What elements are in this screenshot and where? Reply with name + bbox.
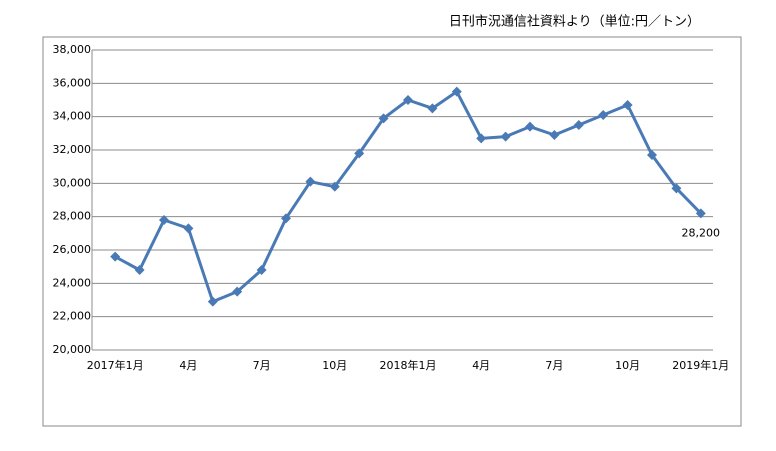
x-tick-label: 2017年1月 <box>87 358 144 372</box>
point-marker <box>256 265 267 275</box>
point-marker <box>451 86 462 97</box>
point-marker <box>329 181 340 192</box>
x-tick-label: 4月 <box>472 359 490 372</box>
y-tick-label: 22,000 <box>53 310 92 323</box>
y-tick-label: 24,000 <box>53 276 92 289</box>
y-tick-label: 28,000 <box>53 210 92 223</box>
point-marker <box>403 95 413 105</box>
x-tick-label: 4月 <box>179 359 197 372</box>
y-tick-label: 36,000 <box>53 76 92 89</box>
point-marker <box>549 130 560 140</box>
point-marker <box>500 131 511 142</box>
point-marker <box>598 110 609 120</box>
point-marker <box>159 215 169 225</box>
point-marker <box>622 100 633 110</box>
point-marker <box>110 251 121 262</box>
point-marker <box>647 150 657 160</box>
point-marker <box>476 133 487 144</box>
point-marker <box>695 208 706 219</box>
line-series <box>114 90 702 304</box>
point-marker <box>183 223 194 234</box>
point-marker <box>134 265 145 275</box>
point-marker <box>232 286 243 297</box>
x-tick-label: 2019年1月 <box>672 358 729 372</box>
point-marker <box>281 213 291 224</box>
y-tick-label: 20,000 <box>53 343 92 356</box>
y-tick-label: 26,000 <box>53 243 92 256</box>
y-tick-label: 38,000 <box>53 43 92 56</box>
x-tick-label: 10月 <box>322 359 347 372</box>
point-marker <box>525 121 535 132</box>
chart-subtitle: 日刊市況通信社資料より（単位:円／トン） <box>449 14 700 30</box>
y-tick-label: 30,000 <box>53 176 92 189</box>
x-tick-label: 7月 <box>253 359 271 372</box>
point-marker <box>427 103 438 114</box>
y-tick-label: 32,000 <box>53 143 92 156</box>
chart-frame <box>42 36 742 427</box>
x-tick-label: 7月 <box>545 359 563 372</box>
point-marker <box>305 176 316 187</box>
point-marker <box>354 148 365 159</box>
point-marker <box>573 120 584 130</box>
point-marker <box>207 296 218 307</box>
x-tick-label: 10月 <box>615 359 640 372</box>
y-tick-label: 34,000 <box>53 110 92 123</box>
point-marker <box>378 113 389 124</box>
data-label: 28,200 <box>682 226 721 239</box>
point-marker <box>671 183 682 194</box>
x-tick-label: 2018年1月 <box>380 358 437 372</box>
